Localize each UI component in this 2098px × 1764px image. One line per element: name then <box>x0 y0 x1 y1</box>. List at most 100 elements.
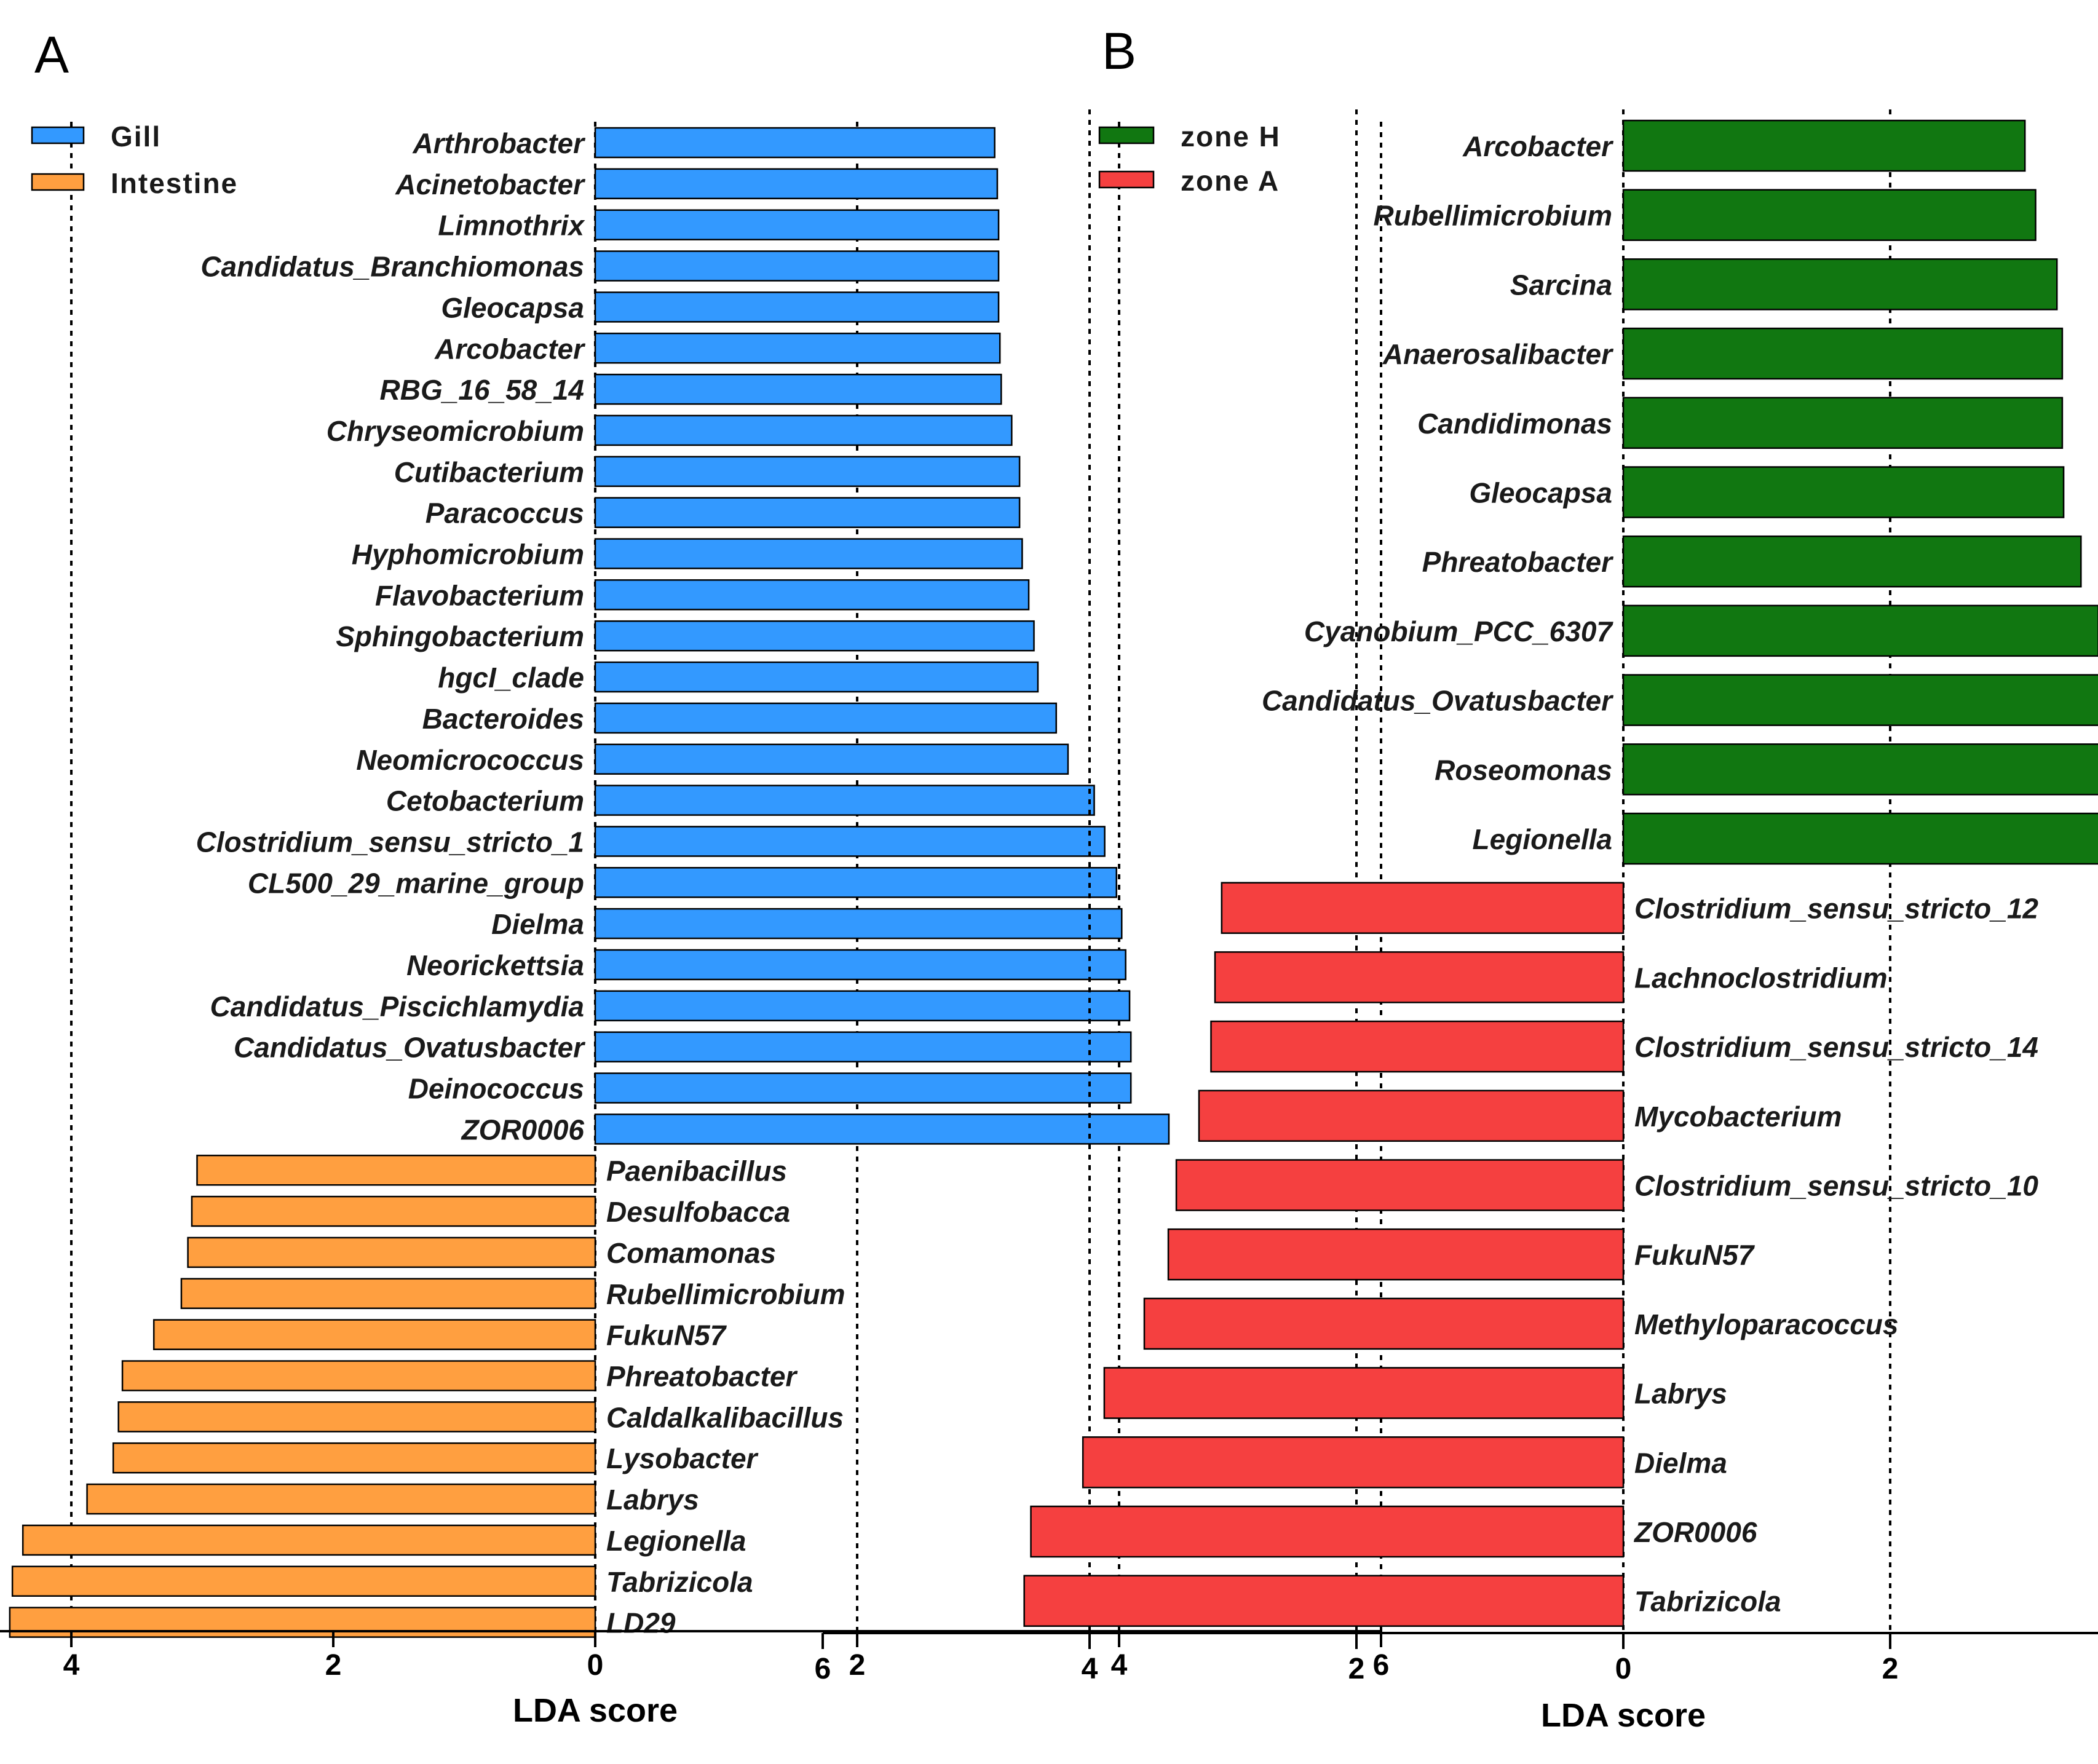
category-label: Limnothrix <box>438 210 585 242</box>
category-label: Neorickettsia <box>406 949 584 981</box>
bar <box>594 620 1035 652</box>
category-label: Chryseomicrobium <box>327 415 584 447</box>
bar <box>594 908 1123 939</box>
x-axis-title: LDA score <box>1541 1697 1706 1734</box>
bar <box>1175 1159 1625 1211</box>
category-label: Arcobacter <box>1462 130 1613 162</box>
x-tick-label: 2 <box>849 1649 866 1682</box>
legend-label: Gill <box>111 121 161 152</box>
bar <box>594 1072 1132 1104</box>
bar <box>1143 1297 1625 1350</box>
x-tick-label: 6 <box>1373 1649 1390 1682</box>
bar <box>22 1524 596 1556</box>
category-label: Rubellimicrobium <box>606 1278 845 1310</box>
bar <box>196 1155 596 1186</box>
x-tick-label: 4 <box>1111 1649 1128 1682</box>
legend-swatch <box>31 126 85 144</box>
bar <box>1622 535 2082 588</box>
category-label: Caldalkalibacillus <box>606 1401 844 1433</box>
bar <box>1622 812 2098 865</box>
category-label: Lysobacter <box>606 1442 759 1474</box>
bar <box>1214 951 1625 1003</box>
bar <box>594 1113 1170 1145</box>
category-label: Labrys <box>1634 1378 1727 1410</box>
bar <box>594 579 1030 611</box>
x-tick-label: 4 <box>63 1649 80 1682</box>
panel-label: A <box>34 26 69 84</box>
bar <box>1210 1020 1625 1073</box>
category-label: Legionella <box>1473 823 1612 855</box>
legend-label: zone H <box>1181 121 1281 152</box>
legend-swatch <box>1098 170 1155 189</box>
bar <box>117 1401 596 1433</box>
category-label: Phreatobacter <box>1422 546 1613 578</box>
category-label: Cyanobium_PCC_6307 <box>1304 615 1613 647</box>
category-label: Neomicrococcus <box>356 744 584 776</box>
bar <box>594 743 1069 775</box>
x-tick-label: 2 <box>1348 1653 1365 1685</box>
bar <box>1622 397 2064 449</box>
category-label: CL500_29_marine_group <box>248 867 584 899</box>
bar <box>1622 119 2026 172</box>
bar <box>121 1360 596 1391</box>
category-label: Labrys <box>606 1484 699 1516</box>
bar <box>594 209 1000 240</box>
bar <box>152 1319 596 1350</box>
bar <box>1622 327 2064 380</box>
category-label: Rubellimicrobium <box>1374 200 1612 232</box>
bar <box>594 291 1000 323</box>
bar <box>1622 189 2037 241</box>
category-label: Gleocapsa <box>1469 477 1612 509</box>
bar <box>594 949 1126 981</box>
category-label: Phreatobacter <box>606 1361 798 1393</box>
bar <box>11 1565 596 1597</box>
category-label: Flavobacterium <box>375 579 584 611</box>
category-label: Sphingobacterium <box>336 620 584 652</box>
bar <box>1030 1505 1625 1558</box>
bar <box>1622 466 2065 518</box>
category-label: Tabrizicola <box>606 1566 753 1598</box>
category-label: Sarcina <box>1510 269 1612 301</box>
bar <box>1103 1367 1625 1419</box>
category-label: Deinococcus <box>408 1073 584 1105</box>
category-label: Cetobacterium <box>386 785 584 817</box>
category-label: Anaerosalibacter <box>1382 338 1613 370</box>
legend-swatch <box>31 173 85 191</box>
bar <box>1082 1436 1625 1489</box>
category-label: Candidimonas <box>1417 408 1612 440</box>
bar <box>594 661 1039 693</box>
category-label: RBG_16_58_14 <box>380 374 584 406</box>
category-label: Roseomonas <box>1435 754 1612 786</box>
bar <box>594 538 1023 569</box>
category-label: Hyphomicrobium <box>352 539 584 571</box>
category-label: LD29 <box>606 1607 676 1639</box>
bar <box>1622 258 2058 310</box>
category-label: Acinetobacter <box>395 168 585 200</box>
bar <box>1622 674 2098 726</box>
bar <box>594 867 1117 898</box>
bar <box>187 1236 596 1268</box>
panel-a-chart: Arthrobacter Acinetobacter Limnothrix Candi… <box>0 26 1389 1729</box>
category-label: Arcobacter <box>434 333 585 365</box>
category-label: ZOR0006 <box>461 1113 585 1145</box>
category-label: Paenibacillus <box>606 1155 787 1187</box>
bar <box>1198 1090 1625 1142</box>
legend-swatch <box>1098 126 1155 144</box>
bar <box>1167 1228 1625 1281</box>
panel-label: B <box>1102 22 1136 80</box>
category-label: Tabrizicola <box>1634 1586 1781 1618</box>
panel-b-chart: Arcobacter Rubellimicrobium Sarcina Anaeros… <box>815 22 2098 1734</box>
category-label: ZOR0006 <box>1633 1516 1757 1548</box>
bar <box>1023 1575 1625 1627</box>
bar <box>594 497 1021 528</box>
x-tick-label: 2 <box>325 1649 342 1682</box>
category-label: Clostridium_sensu_stricto_14 <box>1634 1031 2038 1063</box>
bar <box>1622 604 2098 657</box>
category-label: Cutibacterium <box>394 456 584 488</box>
x-tick-label: 0 <box>1615 1653 1632 1685</box>
bar <box>594 127 996 159</box>
category-label: Legionella <box>606 1525 746 1557</box>
bar <box>594 990 1131 1022</box>
category-label: Dielma <box>1634 1447 1727 1479</box>
